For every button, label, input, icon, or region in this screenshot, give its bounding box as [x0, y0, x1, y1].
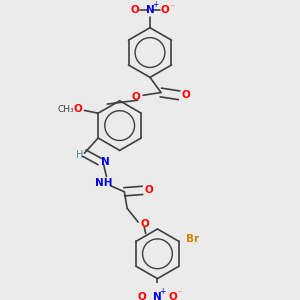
Text: H: H: [76, 150, 83, 160]
Text: O: O: [132, 92, 141, 103]
Text: ⁻: ⁻: [178, 289, 182, 298]
Text: N: N: [153, 292, 162, 300]
Text: O: O: [74, 104, 83, 114]
Text: O: O: [161, 5, 170, 15]
Text: Br: Br: [186, 234, 199, 244]
Text: O: O: [138, 292, 147, 300]
Text: O: O: [130, 5, 139, 15]
Text: N: N: [146, 5, 154, 15]
Text: O: O: [182, 90, 190, 100]
Text: +: +: [152, 0, 159, 9]
Text: O: O: [141, 219, 150, 229]
Text: N: N: [101, 157, 110, 167]
Text: CH₃: CH₃: [58, 105, 74, 114]
Text: +: +: [159, 287, 166, 296]
Text: O: O: [168, 292, 177, 300]
Text: ⁻: ⁻: [170, 2, 174, 11]
Text: O: O: [145, 185, 154, 195]
Text: NH: NH: [95, 178, 112, 188]
